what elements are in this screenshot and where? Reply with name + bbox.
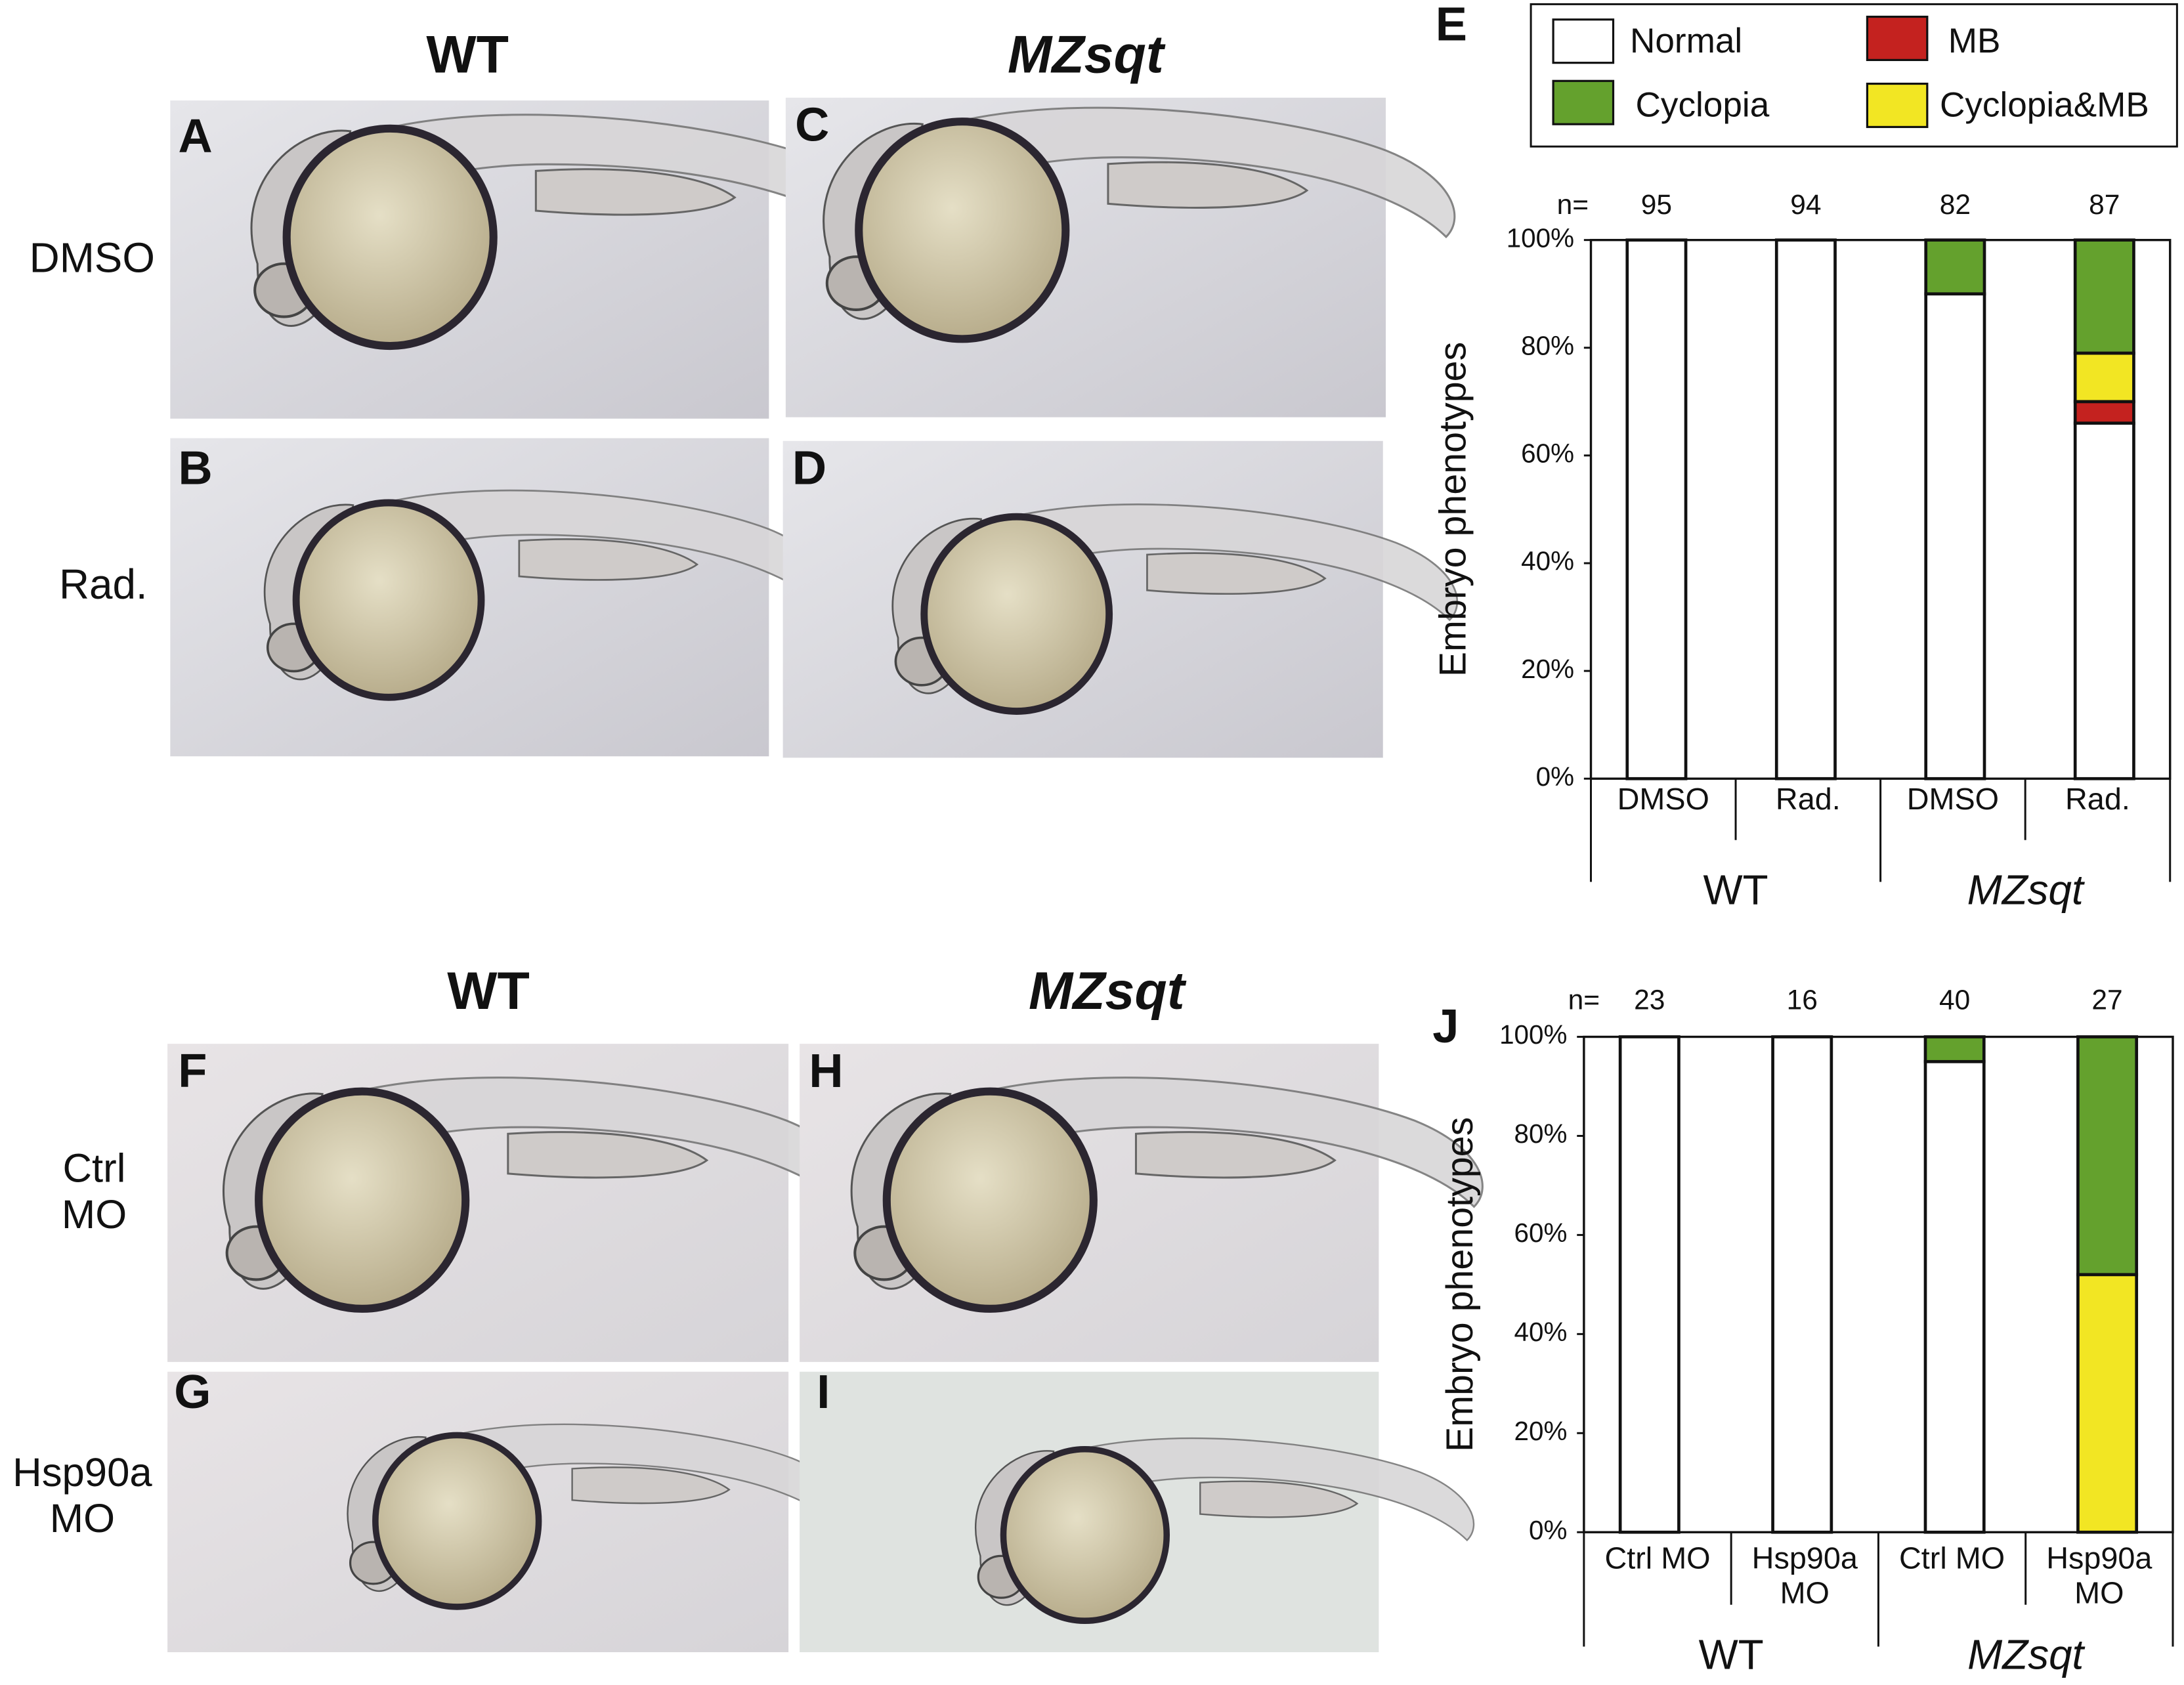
panel-label: C — [795, 99, 829, 152]
x-tick-label: Ctrl MO — [1899, 1540, 2005, 1576]
row-label: DMSO — [30, 234, 155, 281]
y-tick-label: 40% — [1514, 1317, 1568, 1347]
bar-segment — [1923, 1035, 1986, 1063]
bar-segment — [2073, 400, 2135, 425]
bar-segment — [1618, 1035, 1681, 1534]
x-tick-label: Hsp90a MO — [2046, 1540, 2152, 1611]
group-label: WT — [1703, 866, 1768, 913]
y-tick-label: 20% — [1521, 654, 1574, 684]
n-label: n= — [1557, 190, 1589, 221]
legend-swatch — [1866, 15, 1929, 62]
photo-panels-bottom — [167, 1044, 1482, 1653]
legend-swatch — [1552, 79, 1615, 125]
bar-segment — [1923, 1059, 1986, 1534]
legend-label: Normal — [1630, 22, 1742, 60]
label-box: Ctrl MO — [1604, 1540, 1711, 1576]
bar-segment — [2073, 421, 2135, 780]
label-box: DMSO — [1906, 781, 2000, 817]
label-box: Hsp90a MO — [1751, 1540, 1858, 1611]
legend-swatch — [1552, 18, 1615, 64]
y-tick-label: 20% — [1514, 1416, 1568, 1446]
y-axis-title: Embryo phenotypes — [1432, 342, 1474, 677]
row-label-box: Ctrl MO — [61, 1147, 127, 1239]
y-tick-label: 80% — [1514, 1119, 1568, 1149]
y-axis-title: Embryo phenotypes — [1439, 1117, 1481, 1452]
panel-label: H — [809, 1045, 843, 1098]
bar-segment — [1924, 292, 1986, 780]
n-value: 94 — [1790, 190, 1821, 221]
group-label: MZsqt — [1967, 1631, 2085, 1678]
panel-label: B — [179, 442, 213, 495]
row-label: Rad. — [59, 561, 148, 608]
n-value: 40 — [1939, 985, 1970, 1016]
x-tick-label: DMSO — [1617, 781, 1709, 817]
legend-box — [1530, 3, 2178, 148]
col-header: MZsqt — [1008, 26, 1166, 85]
n-value: 95 — [1641, 190, 1672, 221]
n-value: 82 — [1940, 190, 1971, 221]
panel-label: E — [1436, 0, 1467, 51]
y-tick-label: 60% — [1521, 438, 1574, 469]
y-tick-label: 40% — [1521, 546, 1574, 576]
n-label: n= — [1568, 985, 1600, 1016]
y-tick-label: 100% — [1507, 223, 1574, 253]
row-label: Hsp90a MO — [12, 1451, 152, 1543]
group-label: WT — [1699, 1631, 1764, 1678]
panel-label: A — [179, 110, 213, 163]
y-tick-label: 0% — [1536, 761, 1574, 792]
y-tick-label: 80% — [1521, 330, 1574, 360]
row-label-box: Hsp90a MO — [12, 1451, 152, 1543]
legend-label: Cyclopia — [1636, 86, 1770, 125]
row-label: Ctrl MO — [61, 1147, 127, 1239]
bar-segment — [2076, 1273, 2139, 1534]
panel-label: F — [178, 1045, 207, 1098]
x-tick-label: DMSO — [1906, 781, 2000, 817]
bar-segment — [1625, 238, 1688, 780]
bar-segment — [1774, 238, 1837, 780]
label-box: Hsp90a MO — [2046, 1540, 2152, 1611]
col-header: MZsqt — [1029, 962, 1187, 1021]
x-tick-label: Ctrl MO — [1604, 1540, 1711, 1576]
panel-label: D — [792, 442, 826, 495]
photo-panels-top — [170, 97, 1457, 758]
legend-label: Cyclopia&MB — [1940, 86, 2149, 125]
col-header: WT — [426, 26, 509, 85]
legend-label: MB — [1948, 22, 2001, 60]
panel-label: J — [1432, 1000, 1459, 1053]
panel-label: I — [817, 1366, 830, 1418]
col-header: WT — [447, 962, 530, 1021]
x-tick-label: Rad. — [1775, 781, 1841, 817]
label-box: DMSO — [1617, 781, 1709, 817]
n-value: 87 — [2089, 190, 2120, 221]
x-tick-label: Hsp90a MO — [1751, 1540, 1858, 1611]
y-tick-label: 100% — [1499, 1019, 1567, 1050]
bar-segment — [1924, 238, 1986, 296]
label-box: Rad. — [2065, 781, 2130, 817]
y-tick-label: 0% — [1529, 1515, 1567, 1545]
panel-label: G — [174, 1366, 211, 1418]
x-tick-label: Rad. — [2065, 781, 2130, 817]
bar-segment — [2076, 1035, 2139, 1277]
bar-segment — [1771, 1035, 1833, 1534]
bar-segment — [2073, 351, 2135, 404]
label-box: Rad. — [1775, 781, 1841, 817]
bar-segment — [2073, 238, 2135, 355]
legend-swatch — [1866, 82, 1929, 129]
group-label: MZsqt — [1967, 866, 2085, 913]
n-value: 23 — [1634, 985, 1665, 1016]
n-value: 16 — [1787, 985, 1818, 1016]
y-tick-label: 60% — [1514, 1218, 1568, 1248]
label-box: Ctrl MO — [1899, 1540, 2005, 1576]
n-value: 27 — [2091, 985, 2122, 1016]
